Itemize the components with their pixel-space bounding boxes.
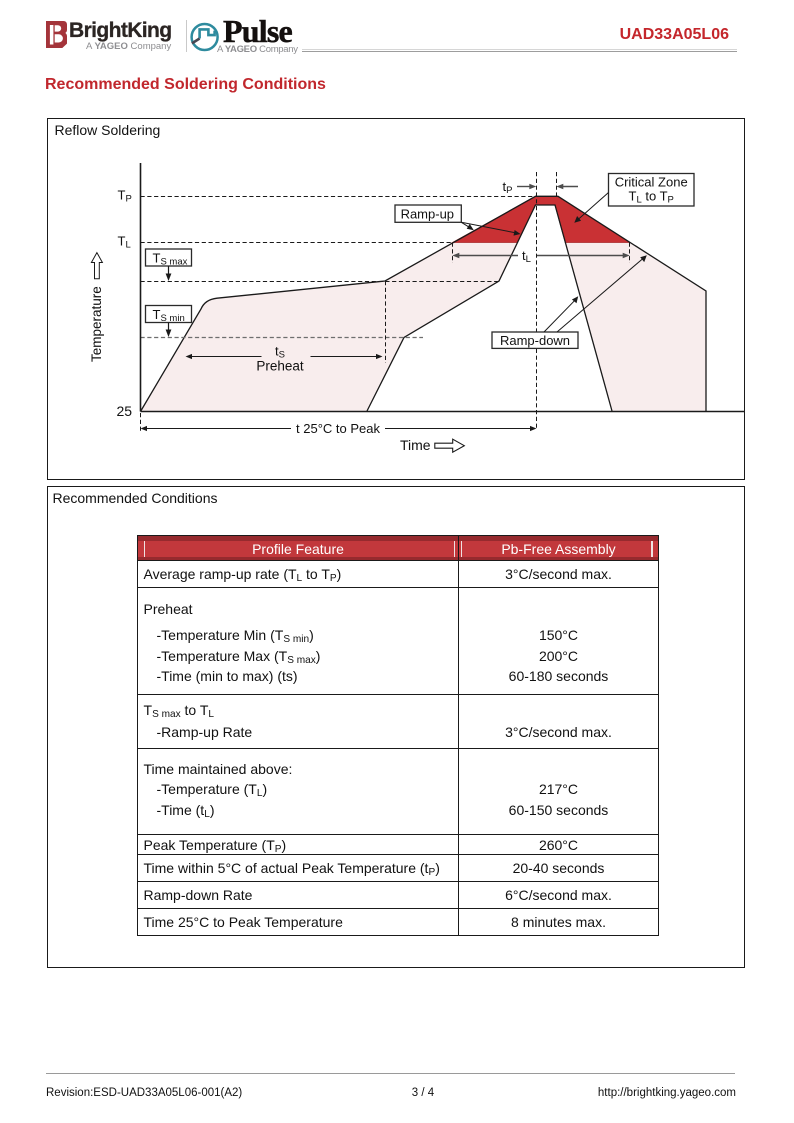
svg-text:tL: tL [522,248,531,265]
svg-text:25: 25 [117,403,133,419]
svg-text:Critical Zone: Critical Zone [615,175,688,190]
svg-text:Temperature: Temperature [89,286,104,362]
svg-text:Time: Time [400,437,431,453]
svg-text:Ramp-up: Ramp-up [401,207,454,222]
svg-text:Preheat: Preheat [256,359,304,374]
svg-text:tS: tS [275,344,285,361]
svg-text:t 25°C to Peak: t 25°C to Peak [296,421,380,436]
svg-text:tP: tP [503,179,513,196]
svg-text:TL: TL [118,234,131,251]
svg-text:Ramp-down: Ramp-down [500,333,570,348]
svg-text:TL to TP: TL to TP [629,189,674,206]
svg-text:TP: TP [118,188,132,205]
